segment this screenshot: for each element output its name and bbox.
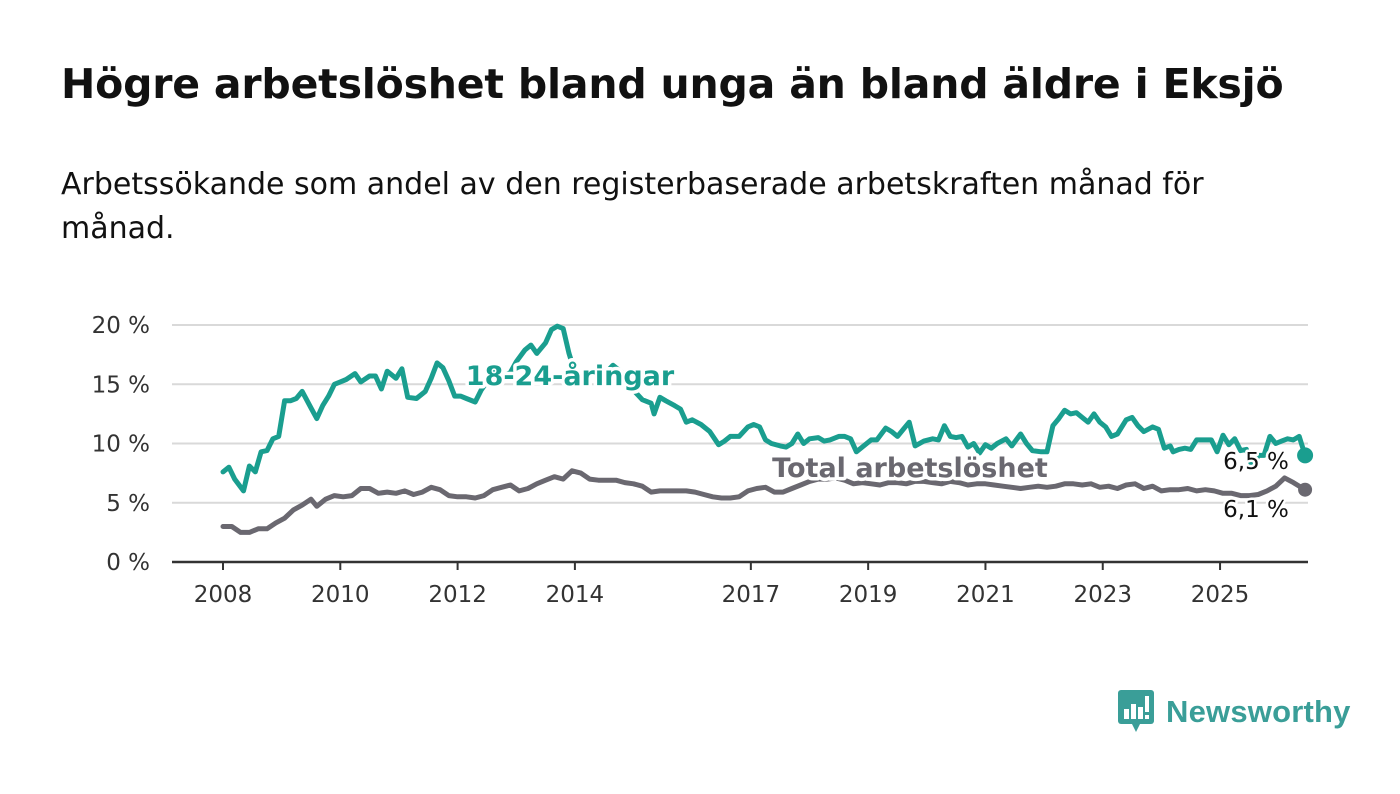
x-tick-label: 2025 [1191, 582, 1250, 608]
y-tick-label: 15 % [92, 372, 150, 398]
x-tick-label: 2023 [1073, 582, 1132, 608]
end-value-youth: 6,5 % [1223, 449, 1289, 475]
bar-chart-speech-bubble-icon [1118, 690, 1154, 732]
y-tick-label: 0 % [106, 550, 150, 576]
newsworthy-logo: Newsworthy [1118, 690, 1351, 734]
end-point-total [1298, 482, 1313, 497]
x-tick-label: 2008 [194, 582, 253, 608]
series-line-total [220, 468, 1308, 535]
chart-title: Högre arbetslöshet bland unga än bland ä… [61, 60, 1284, 108]
label-layer: 18-24-åringar Total arbetslöshet 6,5 % 6,1 … [462, 357, 1291, 526]
x-tick-label: 2010 [311, 582, 370, 608]
x-tick-label: 2021 [956, 582, 1015, 608]
grid-layer [172, 324, 1308, 504]
end-point-youth [1297, 447, 1314, 464]
x-tick-label: 2012 [428, 582, 487, 608]
series-line-youth [220, 323, 1308, 494]
x-tick-label: 2019 [839, 582, 898, 608]
y-tick-label: 5 % [106, 491, 150, 517]
series-layer [220, 323, 1314, 535]
end-value-total: 6,1 % [1223, 497, 1289, 523]
brand-name: Newsworthy [1166, 694, 1351, 729]
x-tick-label: 2017 [722, 582, 781, 608]
x-tick-label: 2014 [546, 582, 605, 608]
y-tick-label: 10 % [92, 432, 150, 458]
axis-layer: 0 % 5 % 10 % 15 % 20 % 2008 2010 2012 2014 2017 20… [92, 313, 1308, 608]
y-tick-label: 20 % [92, 313, 150, 339]
chart-subtitle: Arbetssökande som andel av den registerb… [61, 167, 1204, 246]
series-label-youth: 18-24-åringar [466, 360, 675, 392]
series-label-total: Total arbetslöshet [772, 453, 1048, 484]
